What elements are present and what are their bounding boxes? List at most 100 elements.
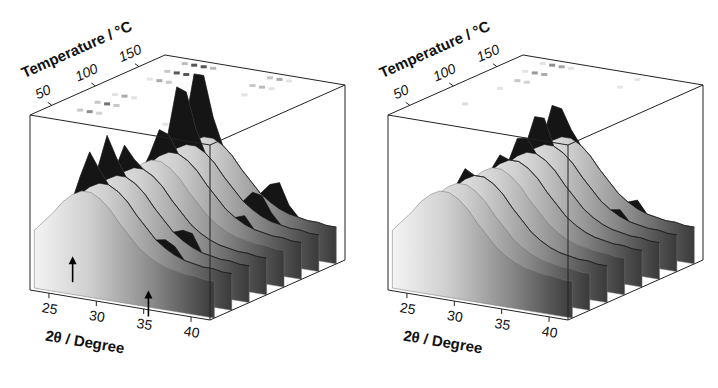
box — [388, 55, 703, 320]
surface-row — [34, 191, 214, 318]
x-tick-label: 40 — [541, 323, 559, 341]
box-edge — [345, 85, 346, 260]
x-tick-label: 30 — [446, 307, 464, 325]
x-axis-title: 2θ / Degree — [402, 327, 484, 357]
x-tick — [96, 301, 97, 306]
x-tick — [48, 293, 49, 298]
projection-cell — [541, 73, 547, 76]
y-tick-label: 100 — [430, 60, 458, 84]
projection-cell — [87, 110, 93, 113]
x-tick — [143, 309, 144, 314]
arrow-head — [144, 290, 152, 298]
projection-cell — [617, 86, 623, 89]
y-tick — [449, 83, 453, 86]
projection-cell — [532, 71, 538, 74]
box-edge — [568, 145, 569, 320]
x-tick — [191, 317, 192, 322]
projection-cell — [514, 79, 520, 82]
x-tick-label: 35 — [136, 315, 154, 333]
arrow-shaft — [148, 295, 150, 316]
x-tick-label: 35 — [494, 315, 512, 333]
projection-cell — [191, 64, 197, 67]
projection-cell — [131, 96, 137, 99]
projection-cell — [568, 67, 574, 70]
projection-cell — [210, 67, 216, 70]
y-tick-label: 150 — [116, 41, 144, 65]
x-axis-title: 2θ / Degree — [44, 327, 126, 357]
y-tick — [48, 102, 52, 105]
projection-cell — [147, 78, 153, 81]
x-tick — [454, 301, 455, 306]
box-edge — [210, 145, 211, 320]
y-tick-label: 50 — [32, 81, 53, 102]
top-projection — [462, 62, 640, 105]
box-edge — [210, 85, 345, 145]
y-tick-label: 150 — [474, 41, 502, 65]
y-tick-label: 50 — [390, 81, 411, 102]
projection-cell — [122, 95, 128, 98]
x-tick-label: 25 — [399, 299, 417, 317]
y-tick — [135, 64, 139, 67]
projection-cell — [522, 70, 528, 73]
box-edge — [30, 115, 31, 290]
projection-cell — [164, 70, 170, 73]
projection-cell — [96, 112, 102, 115]
box-edge — [388, 290, 568, 320]
x-tick-label: 40 — [183, 323, 201, 341]
projection-cell — [104, 102, 110, 105]
box-edge — [210, 260, 345, 320]
projection-cell — [269, 87, 275, 90]
x-tick-label: 30 — [88, 307, 106, 325]
projection-cell — [259, 86, 265, 89]
x-tick — [549, 317, 550, 322]
projection-cell — [95, 101, 101, 104]
box-edge — [703, 85, 704, 260]
surface-row — [392, 191, 572, 318]
box-edge — [388, 115, 389, 290]
projection-cell — [559, 65, 565, 68]
y-tick-label: 100 — [72, 60, 100, 84]
panel: 25 30 35 40 50 100 150 2θ / Degree Temperature /… — [19, 17, 345, 357]
projection-cell — [276, 78, 282, 81]
y-axis-title: Temperature / °C — [377, 17, 493, 81]
projection-cell — [182, 62, 188, 65]
projection-cell — [540, 62, 546, 65]
projection-cell — [524, 81, 530, 84]
figure: 25 30 35 40 50 100 150 2θ / Degree Temperature /… — [0, 0, 718, 388]
projection-cell — [549, 64, 555, 67]
x-tick — [406, 293, 407, 298]
y-axis-title: Temperature / °C — [19, 17, 135, 81]
projection-cell — [77, 109, 83, 112]
box — [30, 55, 345, 320]
surface — [392, 105, 694, 318]
x-tick — [501, 309, 502, 314]
arrow — [69, 256, 77, 282]
projection-cell — [286, 79, 292, 82]
x-tick-label: 25 — [41, 299, 59, 317]
projection-cell — [162, 123, 168, 126]
box-edge — [523, 55, 703, 85]
projection-cell — [201, 65, 207, 68]
projection-cell — [156, 79, 162, 82]
projection-cell — [462, 102, 468, 105]
box-edge — [165, 55, 345, 85]
box-edge — [568, 85, 703, 145]
projection-cell — [267, 76, 273, 79]
arrow-shaft — [72, 261, 74, 282]
box-edge — [388, 115, 568, 145]
projection-cell — [112, 93, 118, 96]
panel: 25 30 35 40 50 100 150 2θ / Degree Temperature /… — [377, 17, 703, 357]
projection-cell — [497, 87, 503, 90]
arrow-head — [69, 256, 77, 264]
projection-cell — [183, 73, 189, 76]
box-edge — [568, 260, 703, 320]
y-tick — [91, 83, 95, 86]
box-edge — [30, 290, 210, 320]
y-tick — [406, 102, 410, 105]
arrow — [144, 290, 152, 316]
projection-cell — [242, 93, 248, 96]
projection-cell — [174, 71, 180, 74]
projection-cell — [114, 104, 120, 107]
box-edge — [30, 115, 210, 145]
surface — [34, 74, 336, 318]
